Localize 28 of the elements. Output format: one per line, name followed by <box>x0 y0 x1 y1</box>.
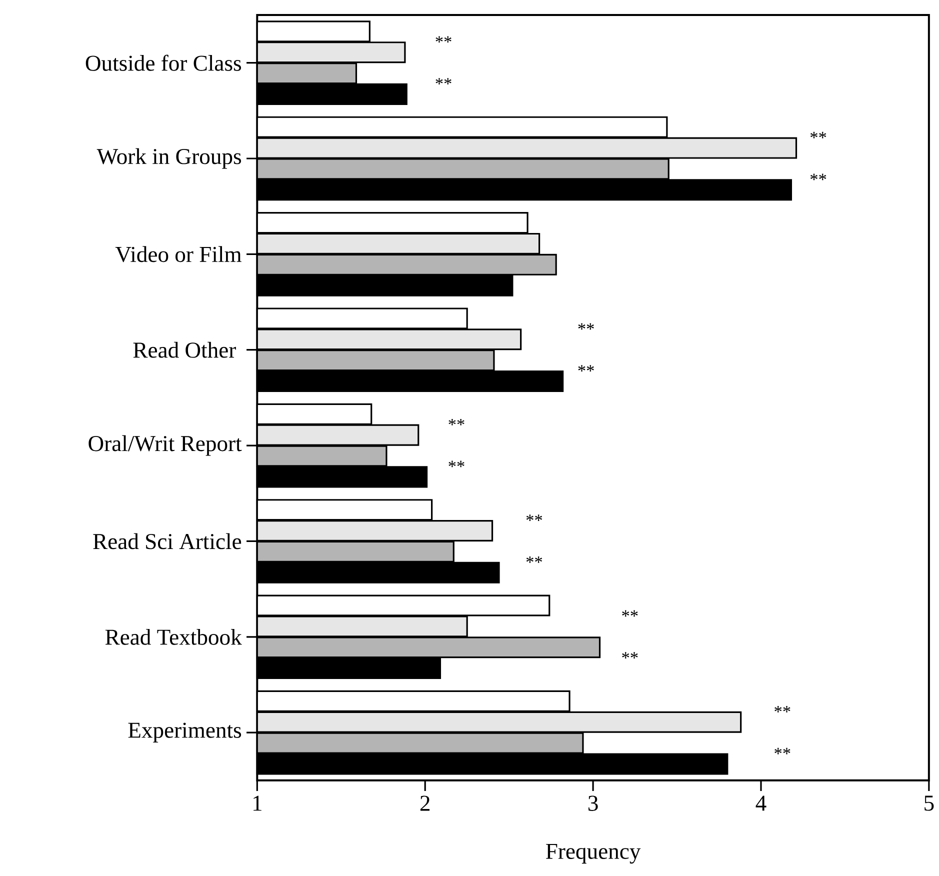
annotation: ** <box>448 418 464 426</box>
y-tick-label: Read Textbook <box>105 628 242 645</box>
annotation: ** <box>436 36 452 43</box>
annotation: ** <box>810 132 826 138</box>
x-tick-label: 2 <box>420 796 430 811</box>
y-tick-label: Experiments <box>128 722 242 742</box>
annotation: ** <box>436 78 452 84</box>
annotation: ** <box>774 748 790 754</box>
annotation: ** <box>578 323 594 330</box>
y-tick-label: Work in Groups <box>96 148 241 169</box>
annotation: ** <box>526 514 542 521</box>
annotation: ** <box>622 652 638 658</box>
annotation: ** <box>526 556 542 563</box>
annotation: ** <box>810 174 826 180</box>
x-tick-label: 5 <box>924 796 934 811</box>
y-tick-label: Video or Film <box>115 246 242 262</box>
annotation: ** <box>448 460 464 468</box>
y-tick-label: Oral/Writ Report <box>88 435 242 456</box>
x-tick-label: 3 <box>588 796 598 811</box>
y-tick-label: Outside for Class <box>86 54 241 71</box>
annotation: ** <box>774 706 790 712</box>
x-tick-label: 4 <box>756 796 766 811</box>
annotation: ** <box>578 365 594 372</box>
y-tick-label: Read Other <box>133 342 236 358</box>
x-axis-title: Frequency <box>546 844 641 864</box>
x-tick-label: 1 <box>253 796 262 811</box>
annotation: ** <box>622 610 638 617</box>
y-tick-label: Read Sci Article <box>93 533 242 550</box>
